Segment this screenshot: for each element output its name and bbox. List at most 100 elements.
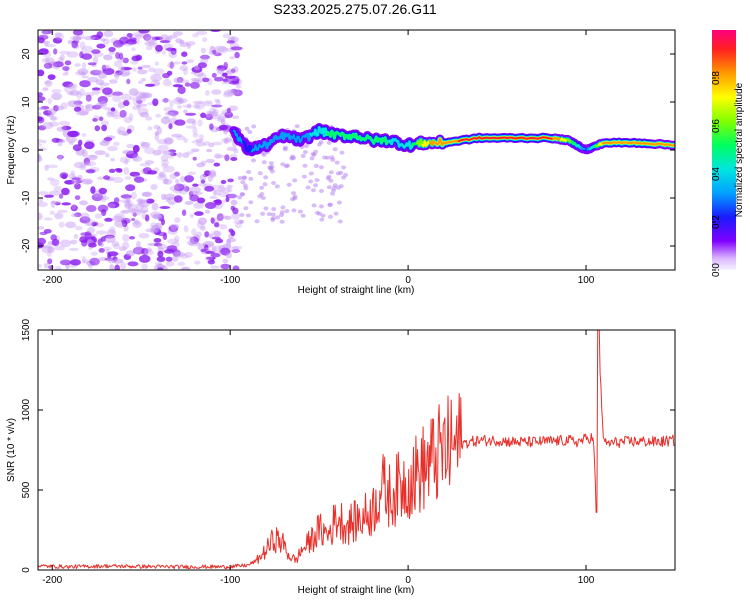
noise-blob xyxy=(311,203,317,208)
noise-blob xyxy=(220,119,226,125)
noise-blob xyxy=(112,114,123,119)
noise-blob xyxy=(159,40,171,44)
noise-blob xyxy=(205,158,215,164)
noise-blob xyxy=(181,209,187,216)
noise-blob xyxy=(263,175,269,180)
noise-blob xyxy=(47,177,55,181)
noise-blob xyxy=(168,50,177,59)
noise-blob xyxy=(172,84,183,88)
noise-blob xyxy=(226,40,235,44)
y-tick-label: -10 xyxy=(21,190,32,205)
noise-blob xyxy=(191,190,199,196)
noise-blob xyxy=(218,184,225,188)
noise-blob xyxy=(214,238,224,244)
x-tick-label: 0 xyxy=(405,575,411,586)
noise-blob xyxy=(81,256,86,264)
noise-blob xyxy=(85,94,92,102)
noise-blob xyxy=(42,139,47,144)
noise-blob xyxy=(194,260,201,265)
noise-blob xyxy=(78,139,83,146)
y-tick-label: -20 xyxy=(21,238,32,253)
noise-blob xyxy=(43,62,53,69)
noise-blob xyxy=(300,153,306,158)
noise-blob xyxy=(173,171,180,177)
noise-blob xyxy=(330,157,336,162)
noise-blob xyxy=(133,219,140,226)
noise-blob xyxy=(154,133,160,141)
noise-blob xyxy=(194,211,204,216)
noise-blob xyxy=(129,171,140,177)
noise-blob xyxy=(92,221,99,226)
noise-blob xyxy=(326,174,332,179)
noise-blob xyxy=(99,100,108,107)
noise-blob xyxy=(124,203,133,208)
x-tick-label: -100 xyxy=(220,275,240,286)
noise-blob xyxy=(38,191,49,196)
noise-blob xyxy=(195,231,202,238)
noise-blob xyxy=(79,88,85,97)
noise-blob xyxy=(109,109,119,117)
noise-blob xyxy=(172,255,179,262)
noise-blob xyxy=(333,211,339,216)
noise-blob xyxy=(227,89,240,95)
noise-blob xyxy=(101,65,110,70)
noise-blob xyxy=(200,248,207,253)
noise-blob xyxy=(161,50,166,55)
noise-blob xyxy=(216,70,224,75)
noise-blob xyxy=(135,96,146,103)
noise-blob xyxy=(65,221,77,229)
noise-blob xyxy=(274,184,280,189)
noise-blob xyxy=(233,148,239,154)
noise-blob xyxy=(203,100,213,104)
noise-blob xyxy=(313,183,318,188)
noise-blob xyxy=(122,241,130,250)
noise-blob xyxy=(144,214,150,222)
noise-blob xyxy=(86,205,97,212)
x-tick-label: -100 xyxy=(220,575,240,586)
noise-blob xyxy=(302,150,308,155)
noise-blob xyxy=(38,92,43,97)
noise-blob xyxy=(59,50,71,55)
noise-blob xyxy=(62,125,67,132)
noise-blob xyxy=(43,217,54,221)
noise-blob xyxy=(231,66,239,73)
noise-blob xyxy=(70,259,81,266)
noise-blob xyxy=(88,154,98,161)
noise-blob xyxy=(125,184,136,192)
noise-blob xyxy=(291,191,296,196)
noise-blob xyxy=(140,141,146,147)
noise-blob xyxy=(74,106,82,112)
noise-blob xyxy=(58,120,71,126)
noise-blob xyxy=(47,246,55,253)
noise-blob xyxy=(114,213,125,221)
snr-series xyxy=(38,330,675,570)
noise-blob xyxy=(310,188,316,193)
noise-blob xyxy=(173,61,181,65)
noise-blob xyxy=(184,175,195,183)
noise-blob xyxy=(104,217,113,222)
noise-blob xyxy=(107,145,118,152)
noise-blob xyxy=(197,197,206,204)
noise-blob xyxy=(280,205,286,210)
noise-blob xyxy=(140,141,150,149)
noise-blob xyxy=(184,112,197,116)
noise-blob xyxy=(134,34,145,39)
noise-blob xyxy=(337,219,343,224)
noise-blob xyxy=(143,33,152,41)
y-tick-label: 0 xyxy=(21,567,32,573)
noise-blob xyxy=(134,176,145,183)
noise-blob xyxy=(75,99,82,108)
noise-blob xyxy=(133,249,140,254)
noise-blob xyxy=(71,213,78,218)
noise-blob xyxy=(168,34,178,39)
noise-blob xyxy=(339,150,345,155)
noise-blob xyxy=(74,71,87,76)
noise-blob xyxy=(271,207,277,212)
noise-blob xyxy=(142,93,151,98)
noise-blob xyxy=(77,68,89,76)
y-tick-label: 0 xyxy=(21,147,32,153)
noise-blob xyxy=(114,60,123,68)
noise-blob xyxy=(109,226,116,235)
noise-blob xyxy=(97,204,109,213)
